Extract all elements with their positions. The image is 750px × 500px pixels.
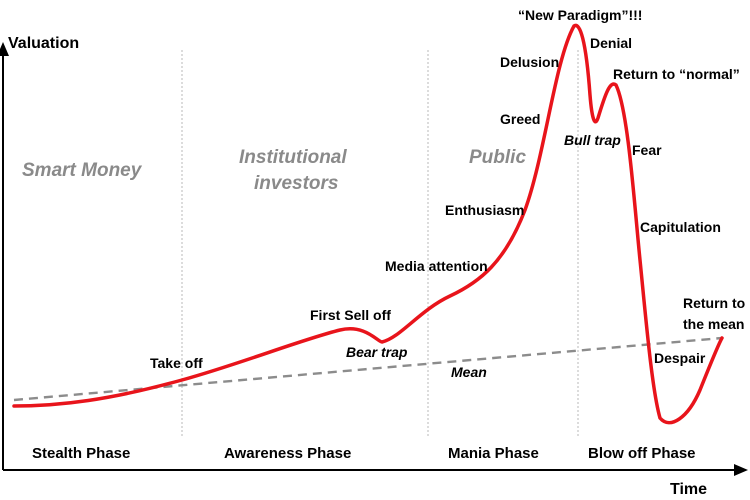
annotation-media-attention: Media attention xyxy=(385,258,488,274)
annotation-return-to-mean-line2: the mean xyxy=(683,316,744,332)
annotation-fear: Fear xyxy=(632,142,662,158)
phase-label-blow-off: Blow off Phase xyxy=(588,445,696,462)
annotation-return-to-normal: Return to “normal” xyxy=(613,66,740,82)
phase-label-stealth: Stealth Phase xyxy=(32,445,130,462)
phase-label-awareness: Awareness Phase xyxy=(224,445,351,462)
investor-smart-money: Smart Money xyxy=(22,160,143,181)
annotation-greed: Greed xyxy=(500,111,540,127)
annotation-denial: Denial xyxy=(590,35,632,51)
y-axis-arrow-icon xyxy=(0,42,9,56)
investor-institutional-line2: investors xyxy=(254,173,338,194)
y-axis-label: Valuation xyxy=(8,35,79,52)
annotation-mean: Mean xyxy=(451,364,487,380)
phase-label-mania: Mania Phase xyxy=(448,445,539,462)
annotation-despair: Despair xyxy=(654,350,706,366)
annotation-bear-trap: Bear trap xyxy=(346,344,408,360)
investor-institutional-line1: Institutional xyxy=(239,147,347,168)
annotation-bull-trap: Bull trap xyxy=(564,132,621,148)
annotation-delusion: Delusion xyxy=(500,54,559,70)
annotation-return-to-mean-line1: Return to xyxy=(683,295,745,311)
x-axis-label: Time xyxy=(670,481,707,498)
annotation-enthusiasm: Enthusiasm xyxy=(445,202,524,218)
mean-line xyxy=(13,336,723,402)
valuation-curve xyxy=(12,23,724,425)
investor-public: Public xyxy=(469,147,526,168)
annotation-new-paradigm: “New Paradigm”!!! xyxy=(518,7,642,23)
annotation-capitulation: Capitulation xyxy=(640,219,721,235)
x-axis-arrow-icon xyxy=(734,464,748,476)
annotation-take-off: Take off xyxy=(150,355,203,371)
annotation-first-sell-off: First Sell off xyxy=(310,307,391,323)
